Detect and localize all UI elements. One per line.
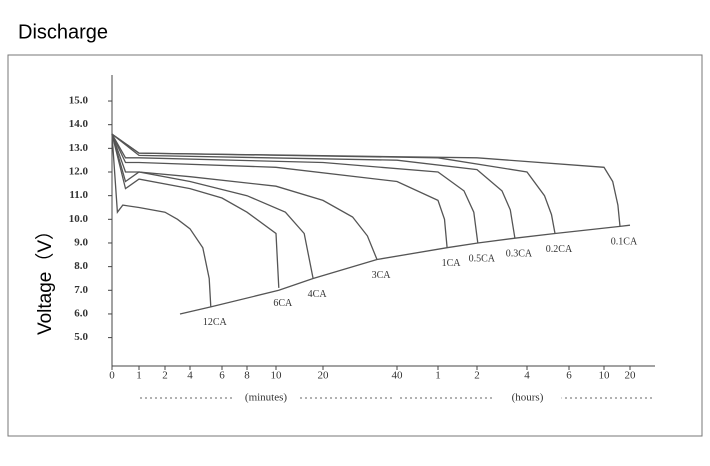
x-tick-label: 6: [219, 370, 225, 382]
x-tick-label: 4: [524, 370, 530, 382]
series-line: [111, 133, 314, 279]
series-line: [111, 133, 448, 248]
y-tick-label: 13.0: [69, 142, 89, 154]
series-line: [111, 133, 516, 239]
y-tick-label: 15.0: [69, 95, 89, 107]
y-tick-label: 5.0: [74, 331, 88, 343]
series-line: [111, 133, 479, 244]
series-line: [111, 133, 378, 260]
series-label: 1CA: [442, 258, 462, 269]
y-tick-label: 12.0: [69, 166, 89, 178]
x-tick-label: 6: [566, 370, 572, 382]
x-tick-label: 0: [109, 370, 115, 382]
series-line: [111, 133, 280, 288]
series-line: [111, 133, 556, 234]
series-label: 6CA: [273, 298, 293, 309]
chart-title: Discharge: [18, 21, 108, 43]
unit-span-bg: [493, 390, 562, 406]
x-tick-label: 2: [474, 370, 480, 382]
x-tick-label: 8: [244, 370, 250, 382]
y-tick-label: 10.0: [69, 213, 89, 225]
series-label: 12CA: [203, 317, 228, 328]
y-tick-label: 14.0: [69, 118, 89, 130]
x-unit-label: (minutes): [245, 392, 287, 404]
x-tick-label: 1: [435, 370, 441, 382]
series-label: 4CA: [308, 289, 328, 300]
series-label: 3CA: [372, 270, 392, 281]
x-tick-label: 10: [599, 370, 611, 382]
x-tick-label: 40: [392, 370, 404, 382]
frame: [7, 54, 703, 437]
y-tick-label: 11.0: [69, 189, 88, 201]
x-tick-label: 10: [271, 370, 283, 382]
y-tick-label: 8.0: [74, 260, 88, 272]
x-tick-label: 1: [136, 370, 142, 382]
series-label: 0.5CA: [469, 253, 496, 264]
end-voltage-line: [179, 224, 631, 315]
y-tick-label: 9.0: [74, 237, 88, 249]
series-line: [111, 133, 621, 227]
unit-span-bg: [232, 390, 300, 406]
x-tick-label: 20: [625, 370, 637, 382]
x-unit-label: (hours): [512, 392, 544, 404]
x-tick-label: 20: [318, 370, 330, 382]
series-label: 0.2CA: [546, 244, 573, 255]
series-label: 0.3CA: [506, 249, 533, 260]
y-tick-label: 6.0: [74, 307, 88, 319]
y-axis-label: Voltage（V）: [34, 221, 56, 335]
x-tick-label: 2: [162, 370, 168, 382]
series-line: [111, 134, 212, 307]
y-tick-label: 7.0: [74, 284, 88, 296]
series-label: 0.1CA: [611, 237, 638, 248]
x-tick-label: 4: [187, 370, 193, 382]
